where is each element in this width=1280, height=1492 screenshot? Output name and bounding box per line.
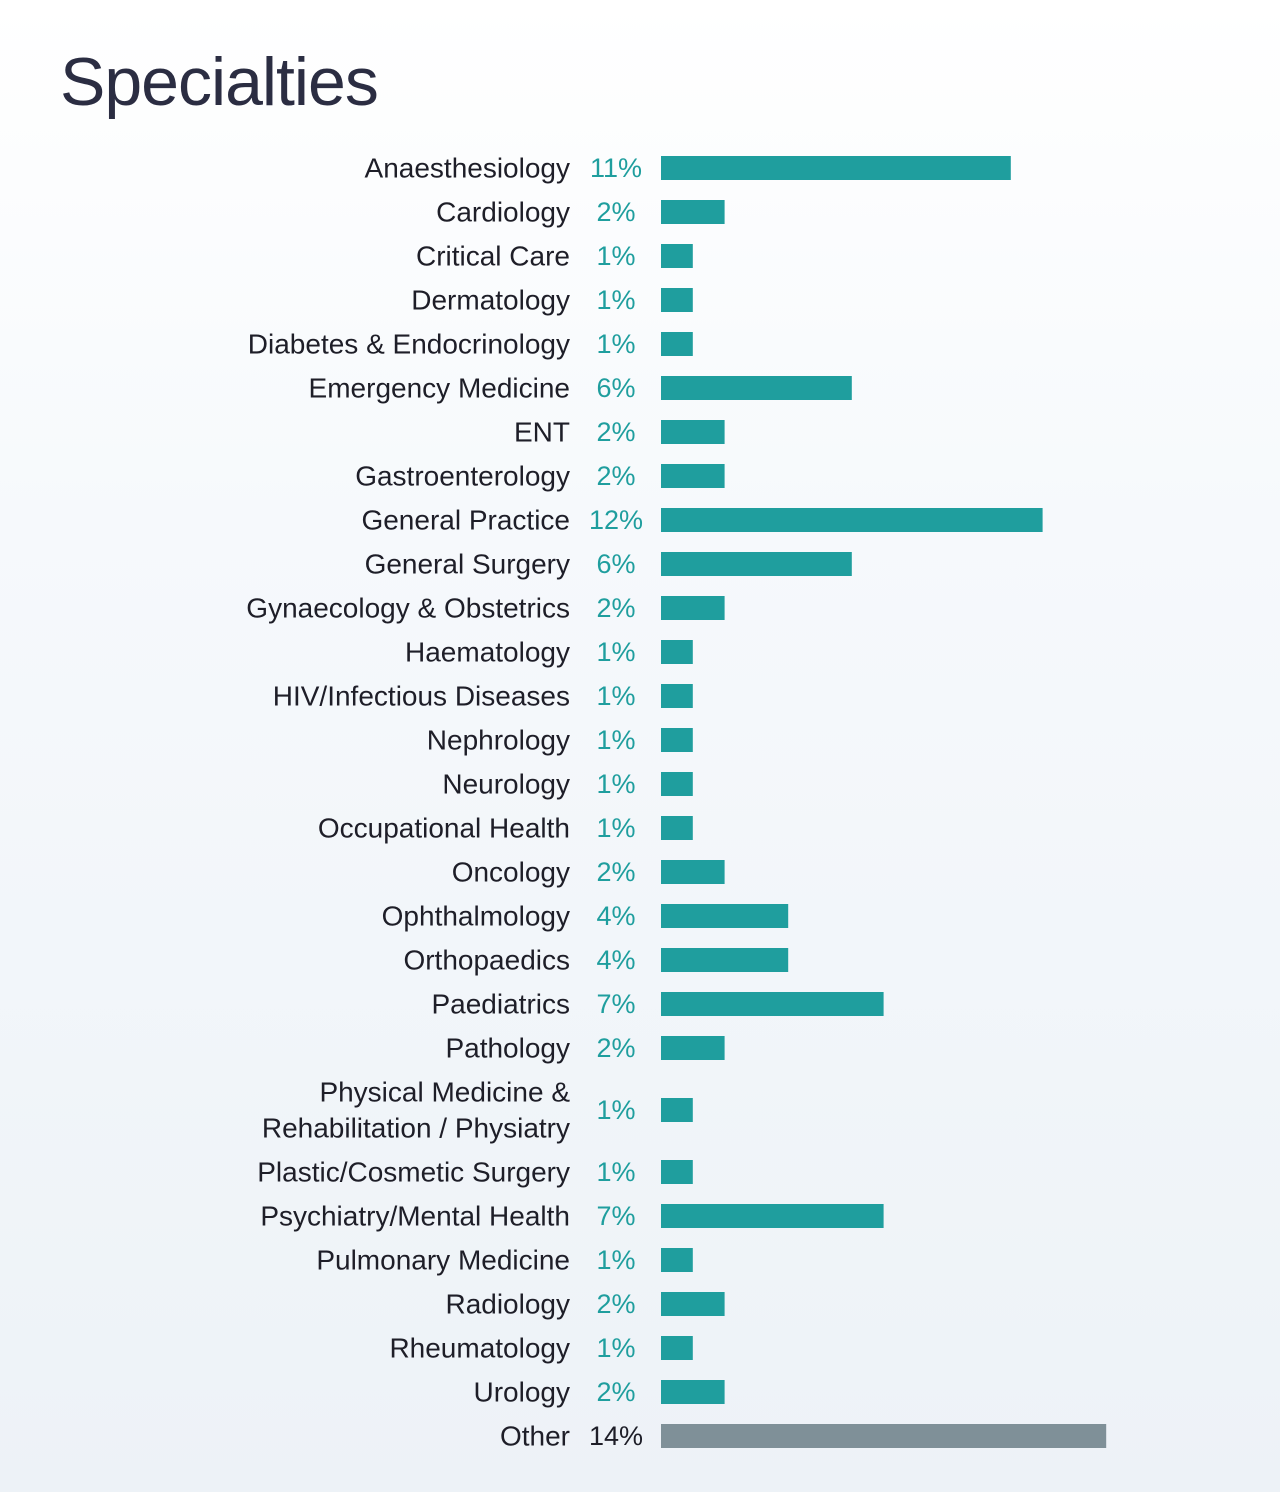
category-label-ent: ENT [514, 417, 570, 448]
bar-gastroenterology [661, 464, 725, 488]
bar-cardiology [661, 200, 725, 224]
value-label-oncology: 2% [596, 857, 635, 887]
value-label-gastroenterology: 2% [596, 461, 635, 491]
category-label-other: Other [500, 1421, 570, 1452]
category-label-emergency-medicine: Emergency Medicine [309, 373, 570, 404]
bar-ophthalmology [661, 904, 789, 928]
value-label-critical-care: 1% [596, 241, 635, 271]
bar-pulmonary-medicine [661, 1248, 693, 1272]
value-label-urology: 2% [596, 1377, 635, 1407]
category-label-orthopaedics: Orthopaedics [403, 945, 570, 976]
bar-radiology [661, 1292, 725, 1316]
category-label-cardiology: Cardiology [436, 197, 570, 228]
chart-title: Specialties [60, 44, 379, 120]
category-label-ophthalmology: Ophthalmology [382, 901, 570, 932]
value-label-neurology: 1% [596, 769, 635, 799]
value-label-nephrology: 1% [596, 725, 635, 755]
category-label-haematology: Haematology [405, 637, 570, 668]
bar-psychiatry-mental-health [661, 1204, 884, 1228]
value-label-paediatrics: 7% [596, 989, 635, 1019]
category-label-oncology: Oncology [452, 857, 570, 888]
value-label-ophthalmology: 4% [596, 901, 635, 931]
value-label-anaesthesiology: 11% [590, 153, 642, 183]
value-label-rheumatology: 1% [596, 1333, 635, 1363]
bar-hiv-infectious-diseases [661, 684, 693, 708]
category-label-neurology: Neurology [442, 769, 570, 800]
bar-gynaecology-obstetrics [661, 596, 725, 620]
bar-general-practice [661, 508, 1043, 532]
category-label-physical-medicine-rehabilitation-physiatry: Physical Medicine & Rehabilitation / Phys… [262, 1077, 570, 1144]
category-label-general-practice: General Practice [361, 505, 570, 536]
category-label-rheumatology: Rheumatology [389, 1333, 570, 1364]
bar-orthopaedics [661, 948, 789, 972]
category-label-dermatology: Dermatology [411, 285, 570, 316]
category-label-pulmonary-medicine: Pulmonary Medicine [316, 1245, 570, 1276]
category-label-anaesthesiology: Anaesthesiology [365, 153, 570, 184]
bar-haematology [661, 640, 693, 664]
category-label-psychiatry-mental-health: Psychiatry/Mental Health [260, 1201, 570, 1232]
value-label-pulmonary-medicine: 1% [596, 1245, 635, 1275]
bar-rheumatology [661, 1336, 693, 1360]
bar-oncology [661, 860, 725, 884]
value-label-hiv-infectious-diseases: 1% [596, 681, 635, 711]
bar-physical-medicine-rehabilitation-physiatry [661, 1098, 693, 1122]
value-label-radiology: 2% [596, 1289, 635, 1319]
bar-critical-care [661, 244, 693, 268]
bar-diabetes-endocrinology [661, 332, 693, 356]
value-label-cardiology: 2% [596, 197, 635, 227]
value-label-diabetes-endocrinology: 1% [596, 329, 635, 359]
bar-emergency-medicine [661, 376, 852, 400]
value-label-ent: 2% [596, 417, 635, 447]
value-label-psychiatry-mental-health: 7% [596, 1201, 635, 1231]
category-label-urology: Urology [474, 1377, 570, 1408]
value-label-orthopaedics: 4% [596, 945, 635, 975]
bar-general-surgery [661, 552, 852, 576]
value-label-plastic-cosmetic-surgery: 1% [596, 1157, 635, 1187]
value-label-emergency-medicine: 6% [596, 373, 635, 403]
category-label-occupational-health: Occupational Health [318, 813, 570, 844]
value-label-occupational-health: 1% [596, 813, 635, 843]
bar-anaesthesiology [661, 156, 1011, 180]
category-label-diabetes-endocrinology: Diabetes & Endocrinology [248, 329, 570, 360]
bar-urology [661, 1380, 725, 1404]
value-label-gynaecology-obstetrics: 2% [596, 593, 635, 623]
bar-ent [661, 420, 725, 444]
bar-neurology [661, 772, 693, 796]
bar-other [661, 1424, 1107, 1448]
category-label-nephrology: Nephrology [427, 725, 570, 756]
value-label-physical-medicine-rehabilitation-physiatry: 1% [596, 1095, 635, 1125]
value-label-other: 14% [589, 1421, 643, 1451]
category-label-plastic-cosmetic-surgery: Plastic/Cosmetic Surgery [257, 1157, 570, 1188]
category-label-pathology: Pathology [445, 1033, 570, 1064]
bar-paediatrics [661, 992, 884, 1016]
bar-pathology [661, 1036, 725, 1060]
category-label-critical-care: Critical Care [416, 241, 570, 272]
bar-occupational-health [661, 816, 693, 840]
bar-dermatology [661, 288, 693, 312]
value-label-general-practice: 12% [589, 505, 643, 535]
category-label-general-surgery: General Surgery [365, 549, 570, 580]
value-label-pathology: 2% [596, 1033, 635, 1063]
bar-plastic-cosmetic-surgery [661, 1160, 693, 1184]
bar-nephrology [661, 728, 693, 752]
category-label-radiology: Radiology [445, 1289, 570, 1320]
category-label-gynaecology-obstetrics: Gynaecology & Obstetrics [246, 593, 570, 624]
value-label-dermatology: 1% [596, 285, 635, 315]
category-label-hiv-infectious-diseases: HIV/Infectious Diseases [273, 681, 570, 712]
value-label-haematology: 1% [596, 637, 635, 667]
category-label-gastroenterology: Gastroenterology [355, 461, 570, 492]
category-label-paediatrics: Paediatrics [431, 989, 570, 1020]
value-label-general-surgery: 6% [596, 549, 635, 579]
